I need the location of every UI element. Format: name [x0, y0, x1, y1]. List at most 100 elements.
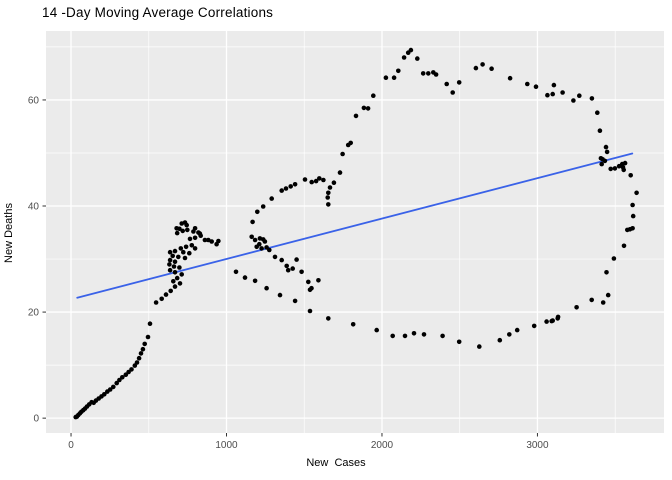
- x-axis-tick-label: 0: [68, 440, 74, 451]
- data-point: [325, 195, 331, 200]
- data-point: [167, 262, 172, 267]
- data-point: [533, 84, 539, 89]
- data-point: [120, 375, 125, 380]
- data-point: [111, 384, 116, 390]
- data-point: [129, 367, 134, 372]
- data-point: [321, 177, 326, 183]
- data-point: [544, 319, 549, 324]
- data-point: [177, 265, 182, 270]
- data-point: [172, 270, 178, 275]
- data-point: [390, 333, 396, 339]
- data-point: [307, 287, 313, 293]
- y-axis-tick-label: 20: [28, 308, 40, 319]
- data-point: [340, 151, 345, 157]
- data-point: [216, 238, 221, 244]
- data-point: [174, 226, 179, 231]
- data-point: [408, 47, 414, 53]
- data-point: [444, 81, 450, 87]
- data-point: [182, 255, 188, 261]
- data-point: [531, 323, 537, 329]
- data-point: [252, 237, 258, 243]
- data-point: [574, 305, 579, 310]
- data-point: [262, 239, 268, 244]
- data-point: [259, 246, 264, 251]
- data-point: [168, 288, 173, 294]
- data-point: [473, 65, 479, 71]
- data-point: [577, 93, 582, 98]
- data-point: [426, 71, 431, 76]
- data-point: [147, 321, 153, 327]
- data-point: [383, 75, 389, 80]
- data-point: [117, 377, 122, 383]
- y-axis-tick-label: 60: [28, 95, 40, 106]
- data-point: [279, 257, 285, 263]
- data-point: [183, 244, 189, 250]
- data-point: [621, 243, 627, 249]
- data-point: [138, 351, 144, 356]
- data-point: [307, 308, 313, 314]
- data-point: [177, 281, 183, 286]
- data-point: [174, 230, 180, 236]
- data-point: [350, 322, 356, 327]
- x-axis-tick-label: 1000: [215, 440, 238, 451]
- data-point: [267, 247, 272, 253]
- x-axis-title: New Cases: [306, 457, 366, 469]
- data-point: [597, 128, 603, 133]
- y-axis-tick-label: 40: [28, 202, 40, 213]
- data-point: [371, 93, 376, 98]
- data-point: [294, 257, 299, 262]
- data-point: [184, 222, 189, 228]
- data-point: [233, 269, 239, 275]
- data-point: [595, 110, 600, 115]
- data-point: [327, 185, 333, 190]
- data-point: [608, 166, 613, 172]
- data-point: [525, 81, 530, 87]
- data-point: [421, 332, 427, 337]
- data-point: [153, 300, 159, 305]
- data-point: [634, 190, 639, 196]
- data-point: [622, 160, 628, 166]
- data-point: [285, 267, 291, 273]
- data-point: [292, 182, 298, 187]
- data-point: [353, 113, 359, 119]
- data-point: [179, 272, 184, 277]
- data-point: [114, 380, 119, 386]
- data-point: [401, 55, 407, 60]
- data-point: [178, 246, 184, 251]
- data-point: [306, 279, 311, 285]
- data-point: [174, 275, 180, 281]
- data-point: [630, 202, 635, 208]
- data-point: [489, 66, 494, 71]
- data-point: [550, 91, 555, 97]
- data-point: [560, 90, 565, 95]
- data-point: [313, 178, 319, 184]
- data-point: [477, 344, 482, 349]
- data-point: [185, 227, 190, 233]
- data-point: [433, 72, 439, 77]
- data-point: [198, 233, 203, 238]
- data-point: [288, 184, 294, 189]
- data-point: [191, 229, 196, 234]
- data-point: [179, 221, 184, 226]
- data-point: [326, 202, 331, 207]
- chart-title: 14 -Day Moving Average Correlations: [42, 5, 274, 20]
- data-point: [102, 392, 107, 397]
- data-point: [209, 239, 214, 244]
- data-point: [456, 339, 462, 345]
- data-point: [604, 270, 609, 275]
- data-point: [450, 90, 456, 95]
- data-point: [411, 331, 417, 336]
- data-point: [555, 316, 560, 321]
- data-point: [142, 341, 147, 347]
- data-point: [134, 360, 140, 365]
- data-point: [202, 237, 208, 243]
- data-point: [440, 333, 445, 339]
- data-point: [602, 158, 608, 164]
- data-point: [277, 292, 283, 298]
- data-point: [365, 106, 371, 111]
- data-point: [611, 256, 617, 261]
- data-point: [326, 316, 331, 321]
- data-point: [604, 149, 610, 155]
- data-point: [189, 243, 195, 248]
